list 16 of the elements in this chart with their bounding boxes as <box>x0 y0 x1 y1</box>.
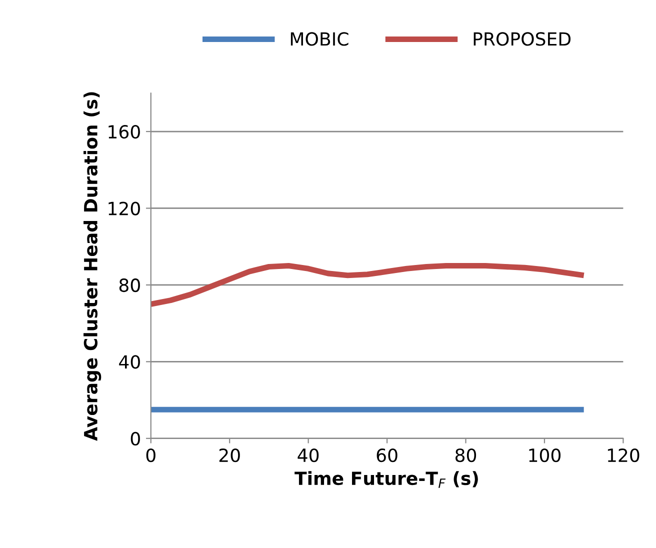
x-tick-label: 40 <box>298 448 319 462</box>
y-tick-label: 40 <box>119 355 140 369</box>
x-tick-label: 120 <box>608 448 640 462</box>
y-tick-label: 120 <box>108 202 140 216</box>
y-tick-label: 80 <box>119 278 140 292</box>
x-tick-label: 80 <box>455 448 476 462</box>
x-tick-label: 20 <box>219 448 240 462</box>
legend-label: MOBIC <box>290 32 348 46</box>
y-axis-title: Average Cluster Head Duration (s) <box>84 92 102 441</box>
x-tick-label: 0 <box>146 448 156 462</box>
x-tick-label: 60 <box>376 448 398 462</box>
x-tick-label: 100 <box>529 448 561 462</box>
x-axis-title: Time Future-T$_{F}$ (s) <box>294 471 478 488</box>
legend-label: PROPOSED <box>474 32 571 46</box>
y-tick-label: 0 <box>130 432 140 446</box>
y-tick-label: 160 <box>108 124 140 139</box>
